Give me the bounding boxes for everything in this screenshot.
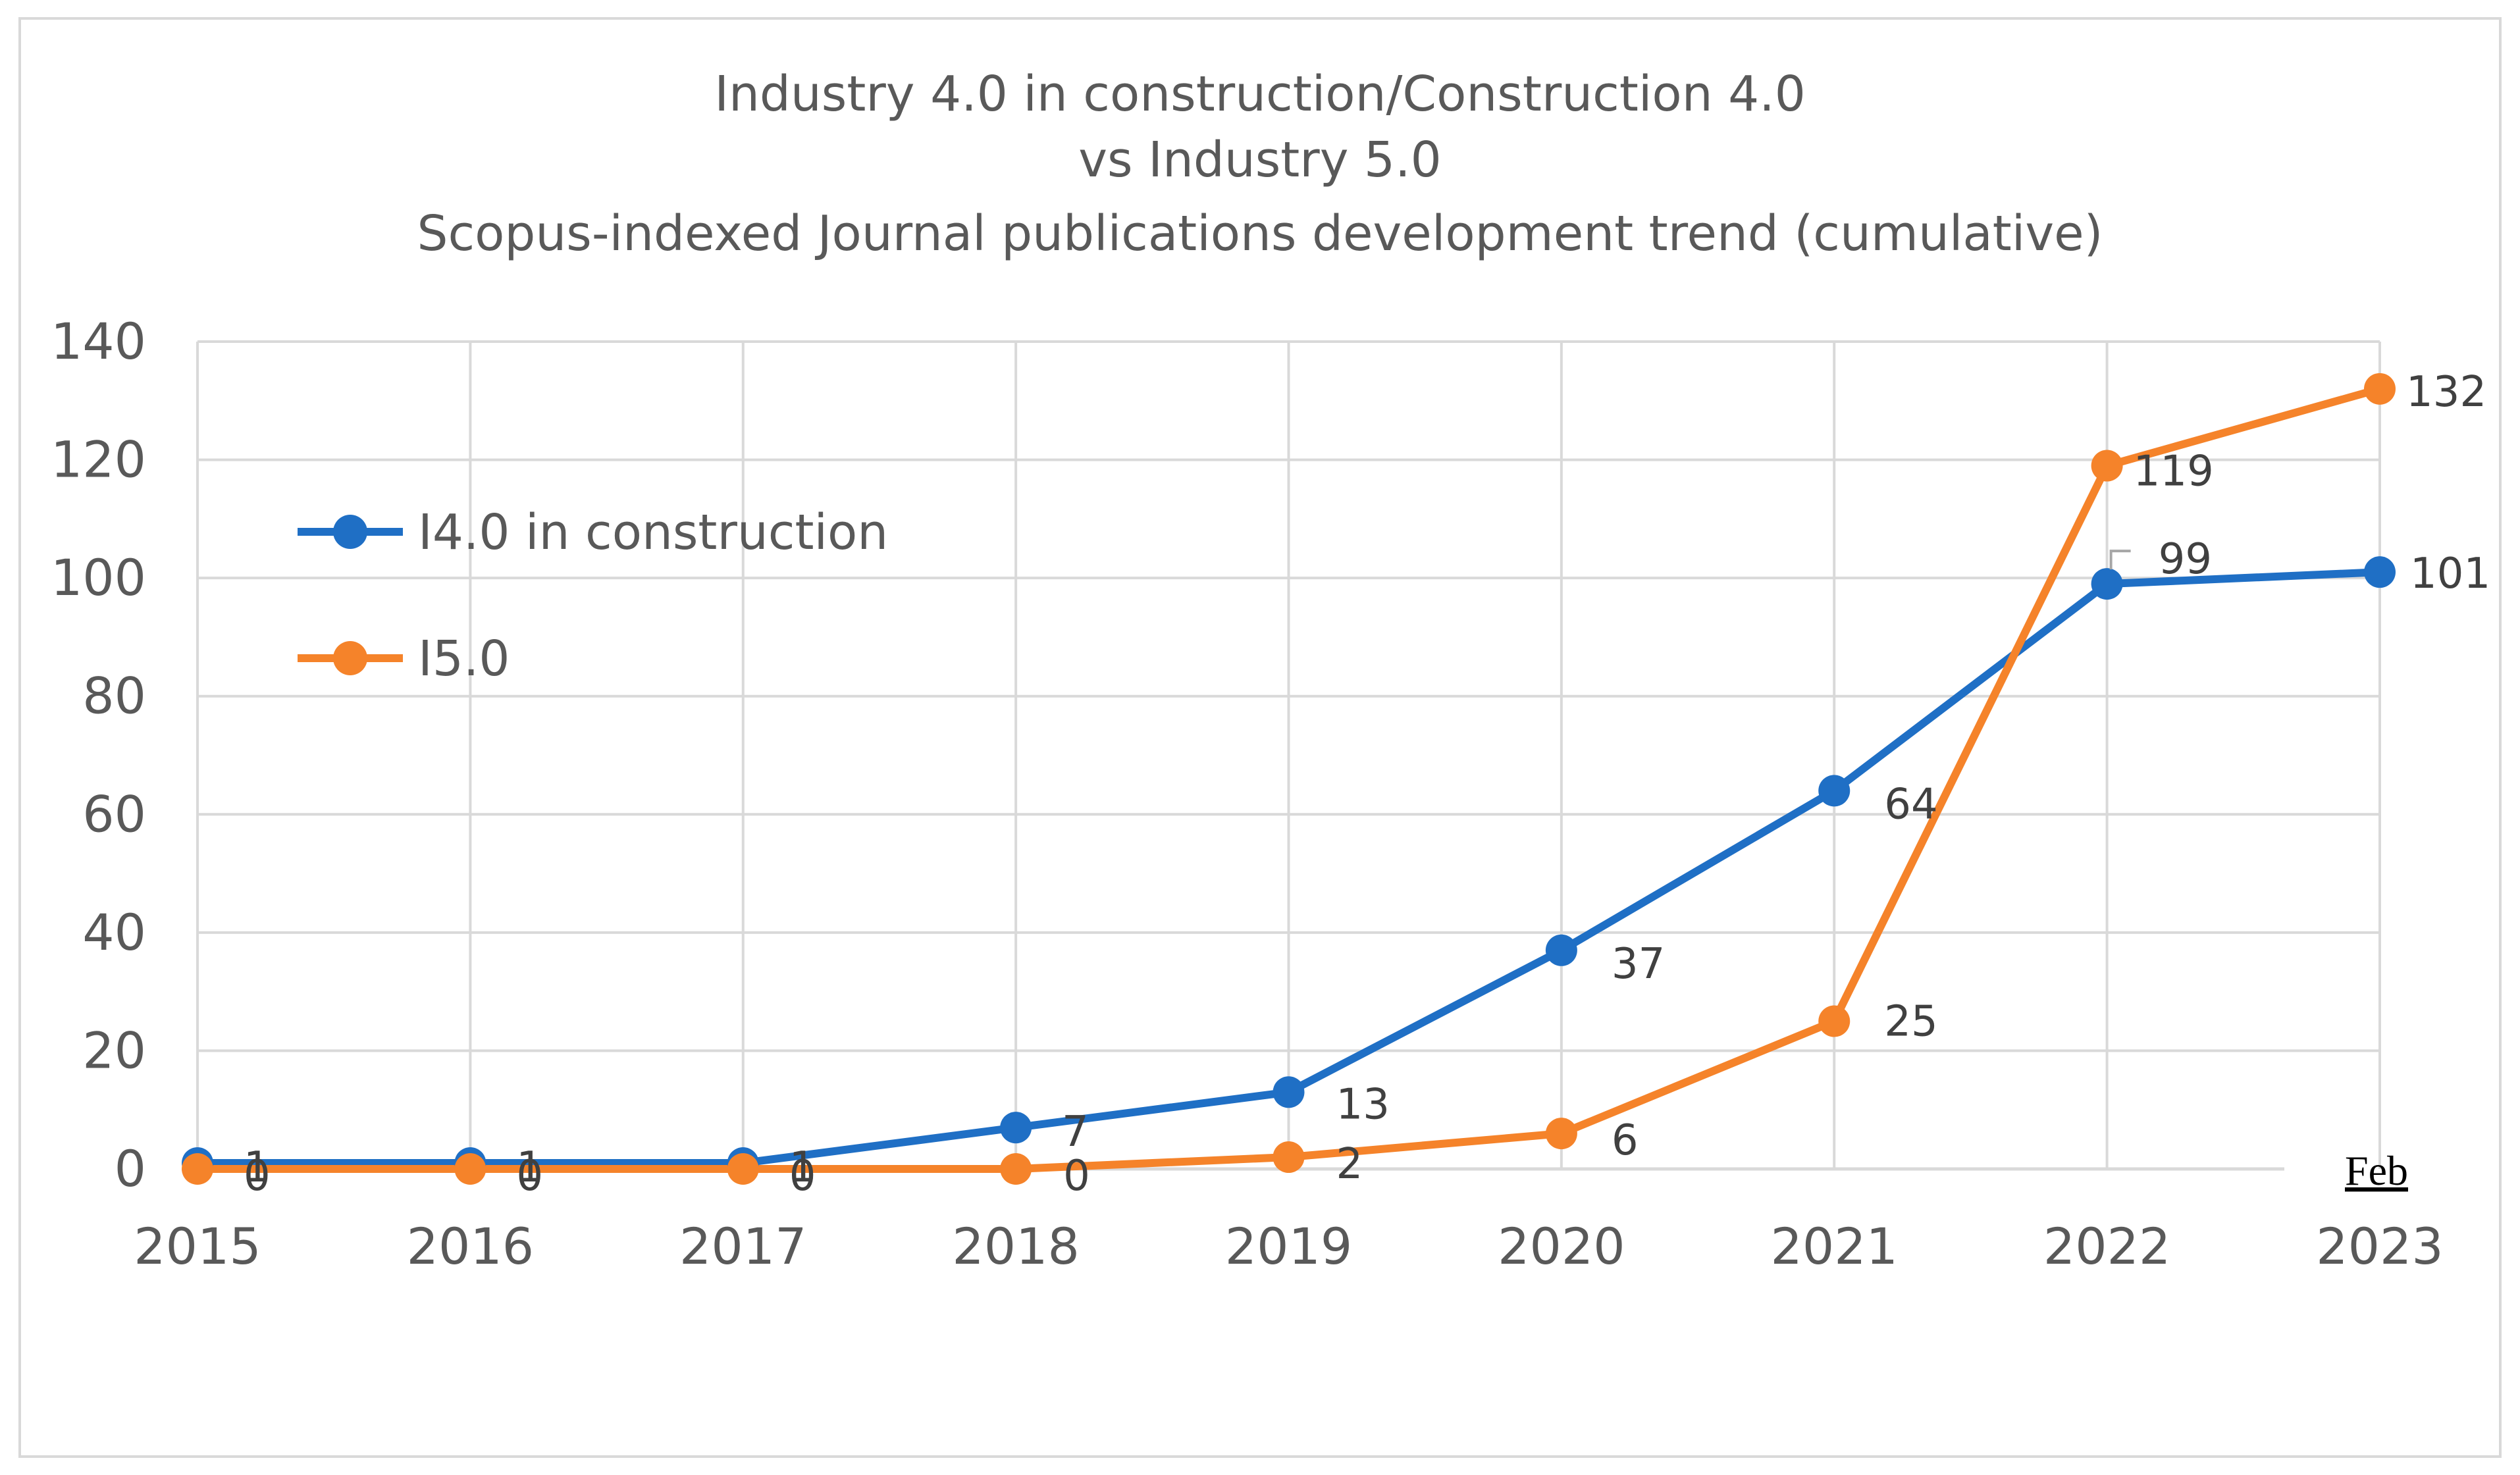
x-tick-label-2018: 2018 xyxy=(952,1217,1079,1276)
x-tick-label-2023: 2023 xyxy=(2316,1217,2443,1276)
data-point-i50-2021 xyxy=(1818,1005,1851,1037)
data-point-i50-2023 xyxy=(2364,373,2396,405)
data-label-i50-2016: 0 xyxy=(516,1152,543,1201)
x-tick-label-2017: 2017 xyxy=(679,1217,806,1276)
series-layer xyxy=(182,373,2396,1185)
feb-annotation: Feb xyxy=(2345,1147,2408,1194)
data-point-i40-2022 xyxy=(2091,568,2123,600)
data-point-i40-2021 xyxy=(1818,775,1851,807)
data-point-i50-2019 xyxy=(1273,1141,1305,1174)
data-label-i50-2023: 132 xyxy=(2406,368,2486,417)
y-tick-label-40: 40 xyxy=(82,903,146,962)
y-tick-label-60: 60 xyxy=(82,785,146,843)
data-point-i40-2018 xyxy=(1000,1112,1032,1144)
x-tick-label-2019: 2019 xyxy=(1225,1217,1352,1276)
legend-marker-i50 xyxy=(333,641,367,675)
data-label-i50-2021: 25 xyxy=(1884,998,1937,1047)
chart-title-line-1: Industry 4.0 in construction/Constructio… xyxy=(714,66,1806,122)
data-point-i50-2022 xyxy=(2091,450,2123,482)
x-tick-label-2015: 2015 xyxy=(134,1217,261,1276)
chart-title-line-2: vs Industry 5.0 xyxy=(1078,132,1441,188)
data-point-i40-2023 xyxy=(2364,556,2396,588)
chart-border xyxy=(18,17,2502,1458)
label-layer: 1 1 1 7 13 37 64 99 101 0 0 0 0 2 6 25 119 132 xyxy=(244,368,2490,1201)
y-tick-label-80: 80 xyxy=(82,667,146,725)
y-tick-label-20: 20 xyxy=(82,1021,146,1079)
data-label-i40-2023: 101 xyxy=(2410,550,2490,598)
data-point-i50-2017 xyxy=(727,1153,759,1185)
y-tick-label-120: 120 xyxy=(51,430,146,489)
data-label-i50-2020: 6 xyxy=(1612,1116,1639,1165)
x-tick-label-2022: 2022 xyxy=(2043,1217,2170,1276)
data-label-i40-2020: 37 xyxy=(1612,940,1665,989)
data-label-i40-2018: 7 xyxy=(1062,1108,1089,1156)
grid-layer xyxy=(196,340,2381,1169)
legend-marker-i40 xyxy=(333,515,367,549)
data-label-i40-2019: 13 xyxy=(1336,1080,1390,1129)
data-label-i50-2018: 0 xyxy=(1063,1152,1090,1201)
data-label-i50-2019: 2 xyxy=(1336,1140,1363,1189)
y-tick-label-140: 140 xyxy=(51,312,146,371)
data-point-i40-2019 xyxy=(1273,1076,1305,1108)
data-label-i40-2017: 1 xyxy=(789,1143,816,1192)
legend-item-i40: I4.0 in construction xyxy=(298,504,888,561)
x-tick-label-2016: 2016 xyxy=(407,1217,534,1276)
chart-title-line-3: Scopus-indexed Journal publications deve… xyxy=(417,205,2103,262)
leader-line-i40-2022 xyxy=(2109,550,2131,570)
y-tick-label-0: 0 xyxy=(115,1139,146,1198)
data-label-i50-2017: 0 xyxy=(789,1152,816,1201)
legend: I4.0 in construction I5.0 xyxy=(298,504,888,687)
data-point-i50-2015 xyxy=(182,1153,213,1185)
legend-label-i40: I4.0 in construction xyxy=(418,504,888,561)
legend-item-i50: I5.0 xyxy=(298,631,510,687)
data-label-i40-2021: 64 xyxy=(1884,780,1937,829)
data-point-i50-2020 xyxy=(1545,1118,1577,1150)
x-tick-label-2021: 2021 xyxy=(1771,1217,1898,1276)
data-label-i40-2022: 99 xyxy=(2159,535,2212,584)
data-point-i50-2016 xyxy=(454,1153,486,1185)
data-label-i40-2015: 1 xyxy=(244,1143,271,1192)
data-label-i40-2016: 1 xyxy=(516,1143,543,1192)
data-point-i40-2020 xyxy=(1545,934,1577,966)
legend-label-i50: I5.0 xyxy=(418,631,510,687)
data-point-i50-2018 xyxy=(1000,1153,1032,1185)
x-tick-label-2020: 2020 xyxy=(1498,1217,1625,1276)
y-tick-label-100: 100 xyxy=(51,548,146,607)
data-label-i50-2015: 0 xyxy=(244,1152,271,1201)
data-label-i50-2022: 119 xyxy=(2134,448,2214,496)
